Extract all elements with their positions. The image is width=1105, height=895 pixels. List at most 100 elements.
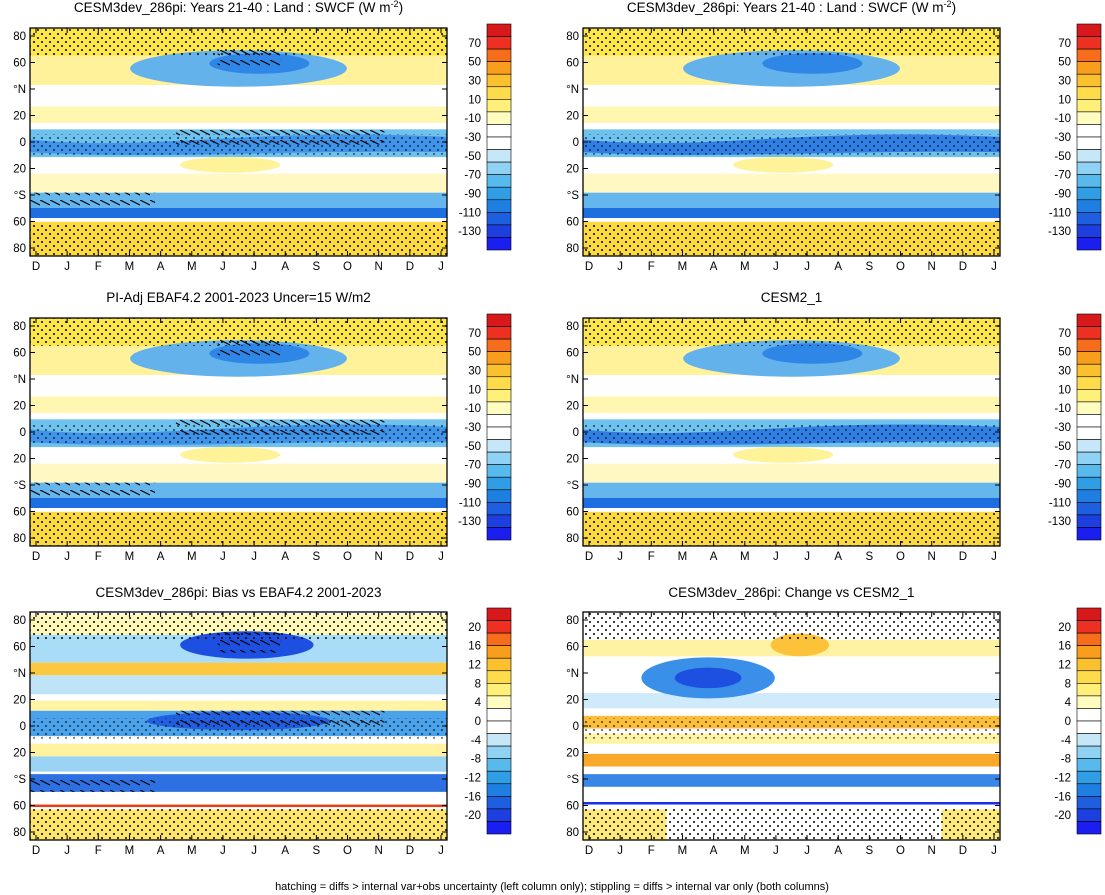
y-tick-label: 20 xyxy=(13,401,26,413)
y-tick-label: 20 xyxy=(13,454,26,466)
y-tick-label: 80 xyxy=(13,321,26,333)
colorbar-swatch xyxy=(1076,821,1102,835)
colorbar-label: 50 xyxy=(468,57,481,69)
y-tick-label: 60 xyxy=(13,507,26,519)
colorbar-swatch xyxy=(486,376,512,390)
colorbar-swatch xyxy=(1076,502,1102,516)
colorbar-swatch xyxy=(486,620,512,634)
colorbar-swatch xyxy=(1076,632,1102,646)
x-tick-label: F xyxy=(648,261,655,273)
colorbar-label: 30 xyxy=(468,366,481,378)
x-tick-label: F xyxy=(95,845,102,857)
band-northern-sub xyxy=(30,106,447,123)
x-tick-label: J xyxy=(804,261,810,273)
field xyxy=(583,28,1000,256)
colorbar-swatch xyxy=(486,770,512,785)
colorbar-label: -110 xyxy=(459,497,481,509)
band-southern-yellow xyxy=(30,463,447,483)
y-tick-label: 60 xyxy=(566,348,579,360)
x-tick-label: A xyxy=(710,551,718,563)
colorbar-label: 12 xyxy=(468,660,481,672)
colorbar-label: -16 xyxy=(464,791,481,803)
colorbar-label: -4 xyxy=(1061,735,1072,747)
x-tick-label: J xyxy=(251,551,257,563)
y-tick-label: 20 xyxy=(566,748,579,760)
x-tick-label: N xyxy=(375,845,383,857)
x-tick-label: J xyxy=(438,261,444,273)
colorbar-label: -30 xyxy=(464,132,481,144)
y-tick-label: °S xyxy=(567,774,580,786)
colorbar-swatch xyxy=(1076,657,1102,672)
y-tick-label: 0 xyxy=(20,137,26,149)
bias-north-orange xyxy=(30,662,447,676)
stipple-equator xyxy=(583,718,1000,739)
northern-summer-core xyxy=(762,343,863,364)
y-tick-label: 20 xyxy=(566,164,579,176)
y-tick-label: 60 xyxy=(13,801,26,813)
colorbar-swatch xyxy=(486,389,512,403)
y-tick-label: °S xyxy=(14,480,27,492)
x-tick-label: J xyxy=(773,551,779,563)
panel-3: PI-Adj EBAF4.2 2001-2023 Uncer=15 W/m2 80… xyxy=(13,290,512,563)
colorbar-swatch xyxy=(486,783,512,797)
colorbar-swatch xyxy=(486,476,512,491)
colorbar-swatch xyxy=(1076,796,1102,810)
x-tick-label: M xyxy=(187,845,197,857)
colorbar-swatch xyxy=(486,149,512,163)
band-southern-ocean xyxy=(583,207,1000,218)
southern-yellow-blob xyxy=(180,446,281,463)
x-tick-label: A xyxy=(157,551,165,563)
x-tick-label: O xyxy=(343,845,352,857)
y-tick-label: 0 xyxy=(20,721,26,733)
colorbar-label: 70 xyxy=(1058,328,1071,340)
colorbar-swatch xyxy=(1076,326,1102,340)
panel-2: CESM3dev_286pi: Years 21-40 : Land : SWC… xyxy=(566,0,1102,273)
hatch-equator xyxy=(175,126,385,145)
colorbar-swatch xyxy=(1076,73,1102,88)
stipple-north xyxy=(583,28,1000,56)
x-tick-label: F xyxy=(95,551,102,563)
colorbar-swatch xyxy=(1076,527,1102,541)
y-tick-label: °N xyxy=(13,374,26,386)
x-tick-label: M xyxy=(678,261,688,273)
colorbar-label: -70 xyxy=(464,170,481,182)
bias-south-yellow xyxy=(30,743,447,757)
stipple-antarctica xyxy=(30,513,447,546)
y-tick-label: 20 xyxy=(566,401,579,413)
band-antarctic-edge xyxy=(30,508,447,512)
panel-6: CESM3dev_286pi: Change vs CESM2_18060°N2… xyxy=(566,585,1102,857)
change-coast-blue xyxy=(583,802,1000,805)
colorbar-label: 16 xyxy=(1058,641,1071,653)
colorbar-label: 10 xyxy=(1058,384,1071,396)
colorbar-swatch xyxy=(486,439,512,453)
x-tick-label: A xyxy=(281,551,289,563)
band-northern-sub xyxy=(30,396,447,413)
x-tick-label: M xyxy=(125,551,135,563)
colorbar-label: -50 xyxy=(464,441,481,453)
colorbar: 70 50 30 10 -10 -30 -50 -70 -90 -110 -130 xyxy=(458,313,512,541)
y-tick-label: 0 xyxy=(573,427,579,439)
y-tick-label: 80 xyxy=(13,31,26,43)
colorbar-swatch xyxy=(1076,124,1102,138)
colorbar-swatch xyxy=(486,73,512,88)
colorbar-swatch xyxy=(486,464,512,478)
colorbar-swatch xyxy=(1076,99,1102,113)
x-tick-label: D xyxy=(32,261,40,273)
colorbar-label: 30 xyxy=(1058,76,1071,88)
colorbar-swatch xyxy=(1076,645,1102,659)
colorbar-swatch xyxy=(486,48,512,62)
x-tick-label: M xyxy=(125,261,135,273)
colorbar-swatch xyxy=(486,363,512,378)
colorbar-swatch xyxy=(486,514,512,528)
x-tick-label: J xyxy=(617,551,623,563)
x-tick-label: J xyxy=(991,261,997,273)
panel-1: CESM3dev_286pi: Years 21-40 : Land : SWC… xyxy=(13,0,512,273)
x-tick-label: S xyxy=(313,261,321,273)
colorbar-label: -130 xyxy=(458,226,481,238)
x-tick-label: N xyxy=(375,551,383,563)
colorbar-swatch xyxy=(1076,808,1102,822)
x-tick-label: S xyxy=(866,261,874,273)
y-tick-label: °N xyxy=(13,84,26,96)
field xyxy=(583,612,1000,840)
colorbar-label: -130 xyxy=(458,516,481,528)
